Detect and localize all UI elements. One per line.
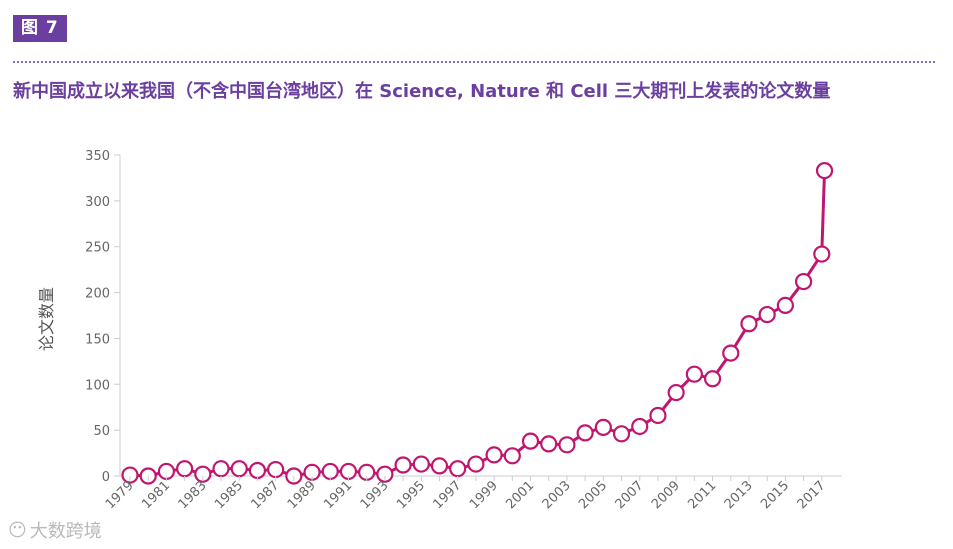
series-line bbox=[129, 170, 827, 478]
x-tick-label: 2011 bbox=[685, 478, 719, 512]
y-tick-label: 200 bbox=[85, 287, 110, 302]
data-point bbox=[631, 417, 649, 436]
y-tick-label: 0 bbox=[102, 470, 110, 485]
y-tick-label: 50 bbox=[93, 424, 110, 439]
data-point bbox=[722, 344, 740, 362]
data-point bbox=[394, 456, 412, 474]
data-point bbox=[194, 465, 212, 483]
data-point bbox=[813, 245, 831, 263]
y-tick-label: 150 bbox=[85, 332, 110, 347]
x-tick-label: 2007 bbox=[613, 478, 647, 512]
x-tick-label: 2009 bbox=[649, 478, 683, 512]
x-tick-label: 1983 bbox=[176, 478, 210, 512]
y-tick-label: 250 bbox=[85, 241, 110, 256]
data-point bbox=[485, 446, 503, 464]
chart-axes: 论文数量 bbox=[37, 155, 842, 477]
data-point bbox=[649, 406, 667, 425]
data-point bbox=[176, 460, 194, 478]
data-point bbox=[248, 461, 267, 480]
data-point bbox=[703, 370, 722, 388]
chart-series bbox=[121, 161, 834, 485]
chart-title: 新中国成立以来我国（不含中国台湾地区）在 Science, Nature 和 C… bbox=[13, 81, 831, 102]
x-tick-label: 1985 bbox=[212, 478, 246, 512]
x-tick-label: 1993 bbox=[358, 478, 392, 512]
data-point bbox=[540, 435, 558, 453]
y-tick-label: 100 bbox=[85, 378, 110, 393]
data-point bbox=[412, 455, 430, 473]
data-point bbox=[376, 465, 394, 483]
data-point bbox=[667, 383, 685, 402]
y-axis-label: 论文数量 bbox=[37, 287, 56, 351]
data-point bbox=[430, 457, 449, 475]
watermark-logo-icon: 😶 bbox=[8, 519, 27, 541]
data-point bbox=[794, 272, 813, 291]
data-point bbox=[612, 425, 631, 443]
figure-number-badge: 图 7 bbox=[13, 15, 67, 42]
data-point bbox=[503, 447, 521, 465]
dotted-divider bbox=[13, 61, 935, 63]
data-point bbox=[467, 455, 485, 473]
x-tick-label: 1999 bbox=[467, 478, 501, 512]
data-point bbox=[594, 418, 612, 436]
x-tick-label: 1997 bbox=[431, 478, 465, 512]
x-tick-label: 1991 bbox=[321, 478, 355, 512]
x-tick-label: 2003 bbox=[540, 478, 574, 512]
data-point bbox=[449, 460, 467, 478]
x-tick-label: 2017 bbox=[795, 478, 829, 512]
data-point bbox=[576, 424, 594, 442]
data-point bbox=[121, 466, 139, 484]
data-point bbox=[685, 365, 703, 383]
data-point bbox=[521, 432, 540, 450]
data-point bbox=[815, 161, 834, 180]
x-tick-label: 1995 bbox=[394, 478, 428, 512]
x-tick-label: 2015 bbox=[758, 478, 792, 512]
data-point bbox=[267, 460, 285, 479]
data-point bbox=[558, 436, 576, 454]
x-tick-label: 1987 bbox=[248, 478, 282, 512]
y-tick-label: 300 bbox=[85, 195, 110, 210]
data-point bbox=[758, 305, 776, 324]
data-point bbox=[212, 460, 230, 478]
x-tick-label: 2005 bbox=[576, 478, 610, 512]
data-point bbox=[230, 460, 248, 478]
x-tick-label: 2001 bbox=[503, 478, 537, 512]
data-point bbox=[740, 315, 758, 333]
data-point bbox=[776, 296, 794, 315]
watermark: 😶 大数跨境 bbox=[8, 516, 102, 544]
y-tick-label: 350 bbox=[85, 149, 110, 164]
x-tick-label: 2013 bbox=[722, 478, 756, 512]
watermark-text: 大数跨境 bbox=[29, 521, 102, 542]
